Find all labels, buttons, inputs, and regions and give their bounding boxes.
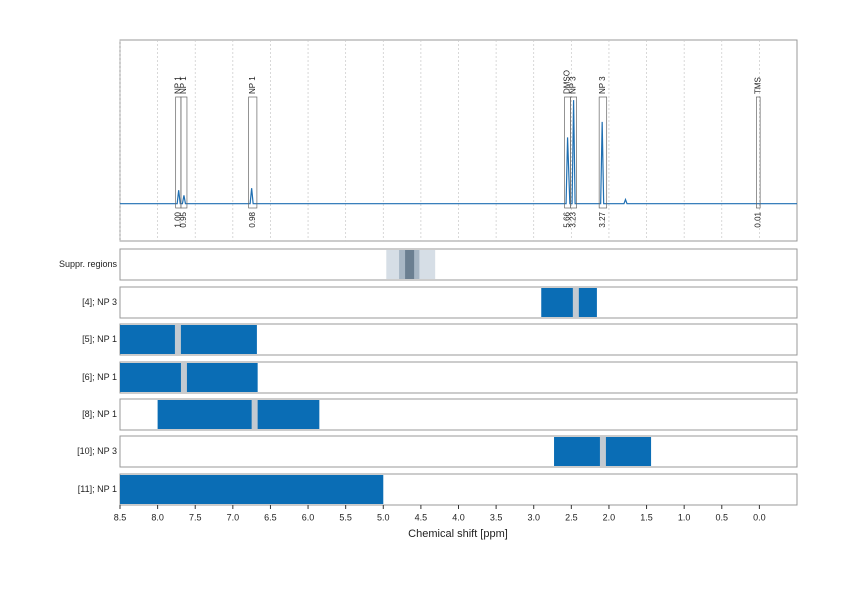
region-bar: [120, 475, 384, 504]
x-tick-label: 0.0: [753, 512, 766, 522]
integral-label: 3.23: [569, 211, 578, 227]
x-tick-label: 7.5: [189, 512, 202, 522]
x-tick-label: 1.5: [640, 512, 653, 522]
x-tick-label: 6.5: [264, 512, 277, 522]
integral-label: 0.95: [179, 211, 188, 227]
x-tick-label: 2.0: [603, 512, 616, 522]
peak-label: NP 1: [173, 76, 182, 94]
spectrum-line: [120, 100, 797, 205]
peak-label: DMSO: [563, 70, 572, 94]
integral-label: 3.27: [598, 211, 607, 227]
integral-label: 5.66: [563, 211, 572, 227]
x-axis-title: Chemical shift [ppm]: [408, 528, 508, 540]
region-marker: [251, 400, 258, 429]
peak-label: NP 3: [569, 76, 578, 94]
region-marker: [174, 325, 181, 354]
x-tick-label: 5.0: [377, 512, 390, 522]
x-tick-label: 0.5: [716, 512, 729, 522]
x-tick-label: 3.5: [490, 512, 503, 522]
integration-region: [570, 96, 577, 209]
peak-label: NP 3: [598, 76, 607, 94]
row-label: Suppr. regions: [59, 259, 118, 269]
row-panel: [119, 248, 798, 281]
peak-label: NP 1: [248, 76, 257, 94]
row-panel: [119, 435, 798, 468]
suppression-band: [405, 250, 415, 279]
region-marker: [572, 288, 579, 317]
peak-label: TMS: [753, 77, 762, 94]
region-bar: [120, 325, 257, 354]
row-label: [8]; NP 1: [82, 409, 117, 419]
integration-region: [598, 96, 608, 209]
integral-label: 1.00: [173, 211, 182, 227]
x-tick-label: 6.0: [302, 512, 315, 522]
region-marker: [180, 363, 187, 392]
region-bar: [157, 400, 320, 429]
x-tick-label: 5.5: [339, 512, 352, 522]
integration-region: [248, 96, 258, 209]
row-label: [5]; NP 1: [82, 334, 117, 344]
x-tick-label: 8.0: [151, 512, 164, 522]
x-tick-label: 4.5: [415, 512, 428, 522]
row-label: [4]; NP 3: [82, 297, 117, 307]
region-marker: [599, 437, 606, 466]
region-bar: [541, 288, 597, 317]
row-label: [6]; NP 1: [82, 372, 117, 382]
peak-label: NP 1: [179, 76, 188, 94]
x-tick-label: 7.0: [227, 512, 240, 522]
x-tick-label: 8.5: [114, 512, 127, 522]
x-tick-label: 2.5: [565, 512, 578, 522]
integration-region: [756, 96, 761, 209]
row-panel: [119, 286, 798, 319]
integral-label: 0.98: [248, 211, 257, 227]
x-tick-label: 1.0: [678, 512, 691, 522]
region-bar: [120, 363, 258, 392]
x-tick-label: 4.0: [452, 512, 465, 522]
row-label: [10]; NP 3: [77, 446, 117, 456]
integration-region: [180, 96, 188, 209]
integral-label: 0.01: [753, 211, 762, 227]
x-tick-label: 3.0: [527, 512, 540, 522]
row-label: [11]; NP 1: [78, 484, 117, 494]
